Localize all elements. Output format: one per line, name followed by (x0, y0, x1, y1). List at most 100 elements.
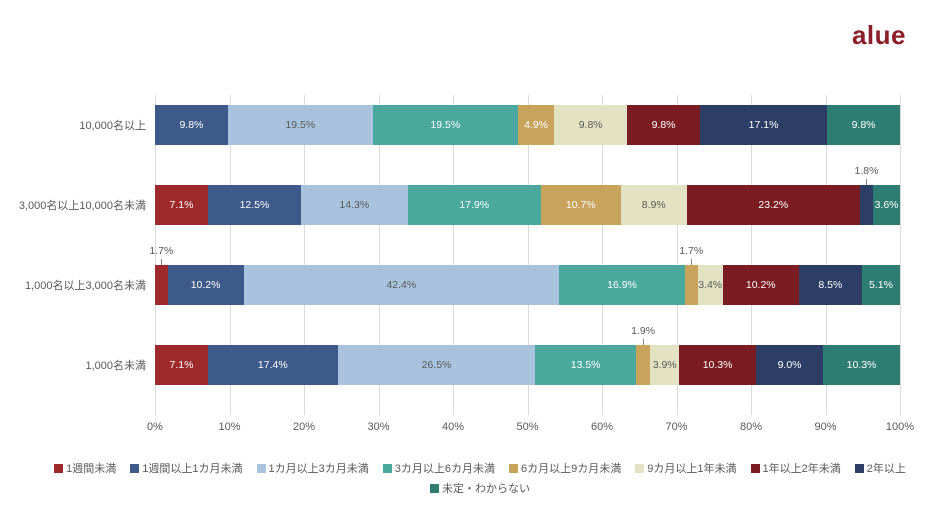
legend-swatch (257, 464, 266, 473)
callout-label: 1.7% (679, 245, 703, 257)
callout-label: 1.7% (149, 245, 173, 257)
callout-leader (643, 339, 644, 345)
segment-value-label: 10.2% (746, 279, 776, 291)
segment-value-label: 3.9% (653, 359, 677, 371)
bar-segment: 10.3% (823, 345, 900, 385)
segment-value-label: 13.5% (571, 359, 601, 371)
y-axis-label: 10,000名以上 (79, 117, 146, 133)
gridline (900, 95, 901, 415)
x-axis-tick: 10% (218, 421, 240, 433)
segment-value-label: 9.8% (652, 119, 676, 131)
legend-item: 1カ月以上3カ月未満 (257, 460, 369, 476)
segment-value-label: 17.1% (749, 119, 779, 131)
legend-item: 1週間未満 (54, 460, 116, 476)
bar-segment: 19.5% (373, 105, 518, 145)
bar-segment: 10.3% (679, 345, 756, 385)
bar-segment (155, 265, 168, 305)
bar-segment (636, 345, 650, 385)
segment-value-label: 17.4% (258, 359, 288, 371)
x-axis-tick: 20% (293, 421, 315, 433)
bar-row: 10.2% 42.4% 16.9% 3.4% 10.2% 8.5% 5.1% (155, 265, 900, 305)
callout-label: 1.9% (631, 325, 655, 337)
chart-plot-area: 9.8% 19.5% 19.5% 4.9% 9.8% 9.8% 17.1% 9.8% 7.1% 1… (155, 95, 900, 415)
segment-value-label: 9.8% (179, 119, 203, 131)
bar-segment: 10.7% (541, 185, 621, 225)
bar-segment: 23.2% (687, 185, 860, 225)
legend-item: 6カ月以上9カ月未満 (509, 460, 621, 476)
bar-segment: 5.1% (862, 265, 900, 305)
segment-value-label: 9.8% (579, 119, 603, 131)
legend-label: 6カ月以上9カ月未満 (521, 460, 621, 476)
x-axis-tick: 0% (147, 421, 163, 433)
segment-value-label: 7.1% (170, 359, 194, 371)
legend-label: 2年以上 (867, 460, 906, 476)
legend-item: 1年以上2年未満 (751, 460, 841, 476)
legend-swatch (383, 464, 392, 473)
legend-swatch (430, 484, 439, 493)
bar-segment: 14.3% (301, 185, 408, 225)
y-axis-label: 1,000名未満 (85, 357, 146, 373)
bar-segment: 42.4% (244, 265, 560, 305)
bar-segment: 9.8% (827, 105, 900, 145)
callout-leader (161, 259, 162, 265)
legend-label: 9カ月以上1年未満 (647, 460, 736, 476)
legend-item: 2年以上 (855, 460, 906, 476)
legend-swatch (751, 464, 760, 473)
bar-segment: 7.1% (155, 345, 208, 385)
bar-segment: 9.8% (627, 105, 700, 145)
bar-segment: 9.0% (756, 345, 823, 385)
segment-value-label: 26.5% (422, 359, 452, 371)
x-axis-tick: 40% (442, 421, 464, 433)
bar-segment: 3.6% (873, 185, 900, 225)
segment-value-label: 5.1% (869, 279, 893, 291)
segment-value-label: 19.5% (285, 119, 315, 131)
bar-segment: 13.5% (535, 345, 636, 385)
segment-value-label: 3.4% (698, 279, 722, 291)
bar-segment: 17.9% (408, 185, 541, 225)
segment-value-label: 10.3% (847, 359, 877, 371)
segment-value-label: 7.1% (169, 199, 193, 211)
segment-value-label: 42.4% (386, 279, 416, 291)
legend-swatch (509, 464, 518, 473)
callout-leader (866, 179, 867, 185)
bar-segment: 8.9% (621, 185, 687, 225)
segment-value-label: 14.3% (339, 199, 369, 211)
legend-item: 未定・わからない (430, 480, 530, 496)
bar-segment: 16.9% (559, 265, 685, 305)
x-axis-tick: 80% (740, 421, 762, 433)
segment-value-label: 19.5% (430, 119, 460, 131)
x-axis-tick: 60% (591, 421, 613, 433)
x-axis-tick: 50% (516, 421, 538, 433)
bar-segment: 17.4% (208, 345, 338, 385)
legend-label: 3カ月以上6カ月未満 (395, 460, 495, 476)
bar-segment: 8.5% (799, 265, 862, 305)
segment-value-label: 4.9% (524, 119, 548, 131)
legend-item: 9カ月以上1年未満 (635, 460, 736, 476)
segment-value-label: 9.0% (778, 359, 802, 371)
bar-segment (860, 185, 873, 225)
legend-swatch (855, 464, 864, 473)
callout-label: 1.8% (855, 165, 879, 177)
legend-swatch (54, 464, 63, 473)
bar-row: 7.1% 17.4% 26.5% 13.5% 3.9% 10.3% 9.0% 10.3% (155, 345, 900, 385)
x-axis-tick: 70% (665, 421, 687, 433)
bar-segment: 9.8% (554, 105, 627, 145)
segment-value-label: 23.2% (758, 199, 788, 211)
bar-segment: 26.5% (338, 345, 536, 385)
legend-swatch (130, 464, 139, 473)
legend-label: 未定・わからない (442, 480, 530, 496)
bar-segment: 4.9% (518, 105, 554, 145)
legend-swatch (635, 464, 644, 473)
legend-label: 1カ月以上3カ月未満 (269, 460, 369, 476)
bar-segment: 10.2% (723, 265, 799, 305)
bar-row: 9.8% 19.5% 19.5% 4.9% 9.8% 9.8% 17.1% 9.8% (155, 105, 900, 145)
bar-segment: 10.2% (168, 265, 244, 305)
bar-segment: 17.1% (700, 105, 827, 145)
legend-item: 3カ月以上6カ月未満 (383, 460, 495, 476)
callout-leader (691, 259, 692, 265)
segment-value-label: 10.3% (703, 359, 733, 371)
bar-row: 7.1%12.5%14.3%17.9%10.7%8.9%23.2%3.6% (155, 185, 900, 225)
segment-value-label: 17.9% (459, 199, 489, 211)
segment-value-label: 16.9% (607, 279, 637, 291)
segment-value-label: 10.7% (566, 199, 596, 211)
